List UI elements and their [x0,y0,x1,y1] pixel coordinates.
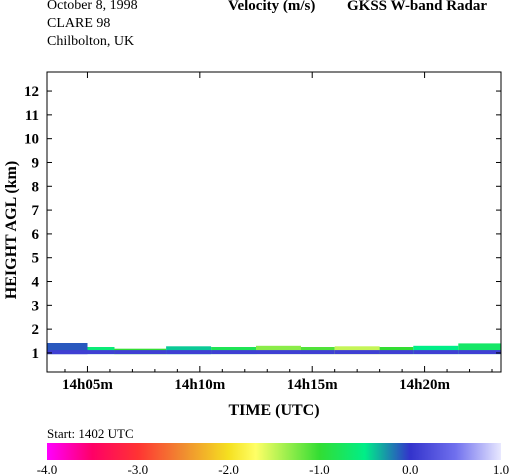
y-tick-label: 11 [25,108,39,124]
velocity-cell [334,350,380,355]
quantity-title: Velocity (m/s) [228,0,316,14]
velocity-cell [458,350,501,355]
velocity-cell [458,343,501,355]
colorbar-tick-label: -3.0 [128,462,149,476]
x-tick-label: 14h10m [174,377,225,393]
y-tick-label: 6 [32,227,40,243]
colorbar-tick-label: -4.0 [37,462,58,476]
velocity-cell [166,350,212,355]
y-tick-label: 2 [32,322,40,338]
y-tick-label: 9 [32,155,40,171]
velocity-cell [256,345,301,355]
x-axis-label: TIME (UTC) [228,402,319,419]
start-time-label: Start: 1402 UTC [47,426,134,441]
velocity-cell [413,350,459,355]
y-tick-label: 3 [32,298,40,314]
data-layer [47,343,501,355]
colorbar-ticks: -4.0 -3.0 -2.0 -1.0 0.0 1.0 [37,462,509,476]
y-tick-label: 8 [32,179,40,195]
velocity-cell [87,350,115,355]
y-tick-label: 12 [24,84,39,100]
colorbar-tick-label: -1.0 [309,462,330,476]
y-tick-label: 4 [32,275,40,291]
velocity-cell [211,350,257,355]
velocity-cell [47,343,88,355]
x-tick-label: 14h05m [62,377,113,393]
y-tick-label: 1 [32,346,40,362]
velocity-cell [379,350,414,355]
velocity-cell [114,350,167,355]
colorbar-tick-label: -2.0 [218,462,239,476]
plot-frame [46,71,502,373]
x-tick-label: 14h15m [287,377,338,393]
y-tick-label: 5 [32,251,40,267]
velocity-cell [413,345,459,355]
colorbar [47,443,501,460]
y-tick-label: 7 [32,203,40,219]
instrument-title: GKSS W-band Radar [347,0,488,14]
velocity-cell [301,350,335,355]
x-tick-label: 14h20m [399,377,450,393]
colorbar-tick-label: 1.0 [493,462,509,476]
colorbar-tick-label: 0.0 [402,462,418,476]
velocity-cell [256,350,301,355]
campaign-label: CLARE 98 [47,16,111,31]
y-axis-label: HEIGHT AGL (km) [3,161,20,299]
location-label: Chilbolton, UK [47,34,135,49]
velocity-cell [47,350,88,355]
y-tick-label: 10 [24,132,39,148]
date-label: October 8, 1998 [47,0,138,13]
